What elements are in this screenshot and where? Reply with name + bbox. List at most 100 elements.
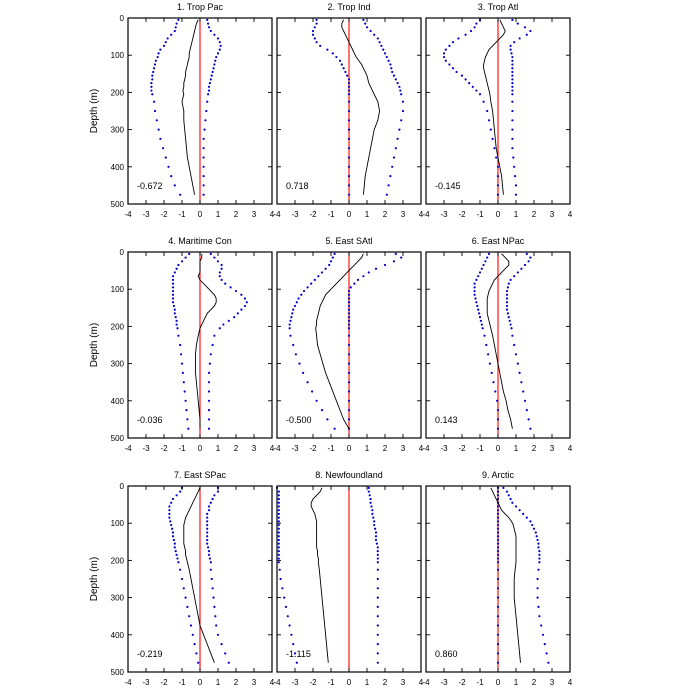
upper-bound-dot xyxy=(509,48,512,51)
lower-bound-dot xyxy=(295,301,298,304)
upper-bound-dot xyxy=(529,256,532,259)
x-tick-label: -2 xyxy=(309,444,317,453)
lower-bound-dot xyxy=(183,390,186,393)
upper-bound-dot xyxy=(383,52,387,55)
upper-bound-dot xyxy=(202,175,205,178)
upper-bound-dot xyxy=(394,78,397,81)
upper-bound-dot xyxy=(371,512,374,516)
panel-4: -4 -3 -2 -1 0 1 2 3 4 0 100 200 300 400 500 4. Maritime… xyxy=(89,236,275,453)
lower-bound-dot xyxy=(473,282,476,285)
lower-bound-dot xyxy=(478,271,482,274)
x-tick-label: -1 xyxy=(476,444,484,453)
lower-bound-dot xyxy=(496,661,500,664)
lower-bound-dot xyxy=(464,33,467,36)
x-tick-label: 3 xyxy=(401,210,406,219)
lower-bound-dot xyxy=(494,390,497,393)
upper-bound-dot xyxy=(376,652,379,655)
upper-bound-dot xyxy=(538,550,541,553)
upper-bound-dot xyxy=(243,304,247,308)
upper-bound-dot xyxy=(538,557,541,560)
lower-bound-dot xyxy=(277,561,280,564)
x-tick-label: 1 xyxy=(216,210,221,219)
upper-bound-dot xyxy=(204,119,207,122)
upper-bound-dot xyxy=(207,89,211,92)
lower-bound-dot xyxy=(179,343,182,347)
upper-bound-dot xyxy=(215,55,218,59)
upper-bound-dot xyxy=(208,557,211,560)
x-tick-label: -2 xyxy=(309,678,317,687)
lower-bound-dot xyxy=(460,74,464,77)
lower-bound-dot xyxy=(180,353,183,356)
panel-title: 7. East SPac xyxy=(174,470,227,480)
mean-profile-line xyxy=(310,487,329,663)
panel-value-label: -0.145 xyxy=(435,181,461,191)
x-tick-label: 4 xyxy=(270,444,275,453)
upper-bound-dot xyxy=(520,267,523,270)
x-tick-label: -2 xyxy=(160,444,168,453)
upper-bound-dot xyxy=(536,587,539,590)
lower-bound-dot xyxy=(171,278,175,281)
upper-bound-dot xyxy=(513,275,516,278)
lower-bound-dot xyxy=(153,109,157,113)
y-tick-label: 500 xyxy=(111,200,125,209)
lower-bound-dot xyxy=(335,55,338,59)
upper-bound-dot xyxy=(211,587,214,590)
lower-bound-dot xyxy=(311,33,315,36)
lower-bound-dot xyxy=(347,82,351,85)
lower-bound-dot xyxy=(496,577,500,581)
lower-bound-dot xyxy=(496,409,500,412)
lower-bound-dot xyxy=(347,85,351,88)
upper-bound-dot xyxy=(509,497,512,501)
lower-bound-dot xyxy=(277,531,280,534)
lower-bound-dot xyxy=(492,381,495,384)
x-tick-label: 0 xyxy=(347,678,352,687)
x-tick-label: 3 xyxy=(550,210,555,219)
y-tick-label: 100 xyxy=(111,519,125,528)
upper-bound-dot xyxy=(373,520,376,523)
upper-bound-dot xyxy=(532,527,536,530)
upper-bound-dot xyxy=(531,523,534,527)
upper-bound-dot xyxy=(391,165,394,168)
upper-bound-dot xyxy=(376,661,379,664)
x-tick-label: -1 xyxy=(327,444,335,453)
lower-bound-dot xyxy=(344,70,347,74)
upper-bound-dot xyxy=(523,26,527,29)
lower-bound-dot xyxy=(174,316,177,319)
x-tick-label: 0 xyxy=(496,210,501,219)
upper-bound-dot xyxy=(216,37,220,40)
lower-bound-dot xyxy=(172,538,175,542)
upper-bound-dot xyxy=(374,267,378,270)
upper-bound-dot xyxy=(538,553,541,556)
lower-bound-dot xyxy=(481,327,484,330)
lower-bound-dot xyxy=(162,44,166,48)
upper-bound-dot xyxy=(347,327,351,330)
lower-bound-dot xyxy=(170,501,173,504)
lower-bound-dot xyxy=(295,661,298,664)
upper-bound-dot xyxy=(518,37,521,40)
x-tick-label: 0 xyxy=(198,444,203,453)
lower-bound-dot xyxy=(191,633,194,636)
upper-bound-dot xyxy=(209,29,212,33)
lower-bound-dot xyxy=(167,165,170,168)
upper-bound-dot xyxy=(400,256,403,259)
lower-bound-dot xyxy=(313,278,316,281)
y-tick-label: 500 xyxy=(111,668,125,677)
x-tick-label: 2 xyxy=(532,444,537,453)
upper-bound-dot xyxy=(374,538,378,542)
panel-1: -4 -3 -2 -1 0 1 2 3 4 0 100 200 300 400 500 1. Trop Pac… xyxy=(89,2,275,219)
upper-bound-dot xyxy=(375,542,378,545)
upper-bound-dot xyxy=(525,409,528,412)
lower-bound-dot xyxy=(187,427,190,430)
upper-bound-dot xyxy=(396,82,399,85)
panel-title: 6. East NPac xyxy=(472,236,525,246)
lower-bound-dot xyxy=(150,82,153,85)
upper-bound-dot xyxy=(536,538,539,542)
upper-bound-dot xyxy=(347,312,351,315)
upper-bound-dot xyxy=(347,308,351,311)
upper-bound-dot xyxy=(207,546,210,549)
lower-bound-dot xyxy=(338,59,342,62)
upper-bound-dot xyxy=(347,343,351,347)
lower-bound-dot xyxy=(277,557,280,560)
lower-bound-dot xyxy=(488,362,491,365)
